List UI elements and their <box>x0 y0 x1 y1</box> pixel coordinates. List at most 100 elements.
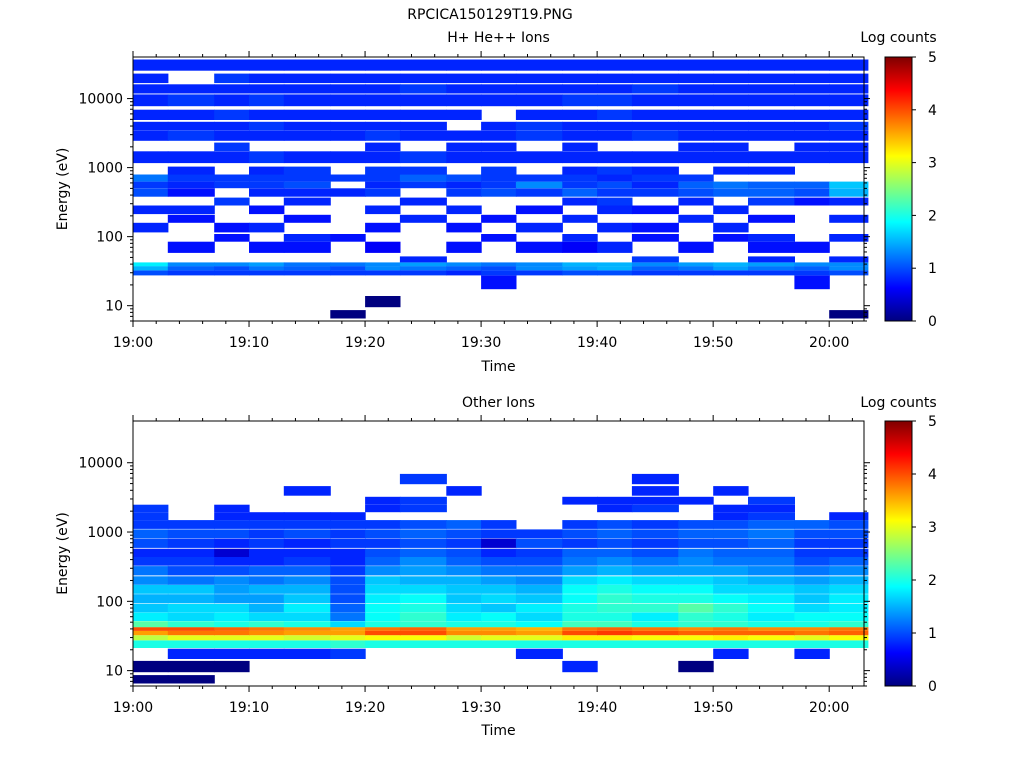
heatmap-cell <box>748 130 795 141</box>
heatmap-cell <box>133 188 169 197</box>
heatmap-cell <box>794 121 830 131</box>
heatmap-cell <box>330 621 366 628</box>
heatmap-cell <box>249 621 285 628</box>
heatmap-cell <box>562 584 598 594</box>
heatmap-cell <box>133 621 169 628</box>
heatmap-cell <box>562 84 598 94</box>
colorbar-tick-label: 3 <box>928 520 937 536</box>
heatmap-cell <box>829 566 869 576</box>
heatmap-cell <box>446 603 482 613</box>
heatmap-cell <box>713 612 749 621</box>
heatmap-cell <box>365 496 401 505</box>
heatmap-cell <box>713 557 749 566</box>
heatmap-cell <box>748 266 795 271</box>
heatmap-cell <box>562 640 598 648</box>
heatmap-cell <box>167 529 215 539</box>
heatmap-cell <box>330 603 366 613</box>
heatmap-cell <box>399 174 447 182</box>
heatmap-cell <box>562 612 598 621</box>
heatmap-cell <box>515 548 563 557</box>
heatmap-cell <box>678 262 714 267</box>
heatmap-cell <box>446 640 482 648</box>
heatmap-cell <box>562 538 598 548</box>
heatmap-cell <box>794 640 830 648</box>
heatmap-cell <box>713 94 749 107</box>
plot-frame <box>132 56 865 322</box>
heatmap-cell <box>249 584 285 594</box>
heatmap-cell <box>597 266 633 271</box>
heatmap-cell <box>515 557 563 566</box>
heatmap-cell <box>829 266 869 271</box>
heatmap-cell <box>631 84 679 94</box>
heatmap-cell <box>167 584 215 594</box>
heatmap-cell <box>631 73 679 84</box>
heatmap-cell <box>133 576 169 585</box>
heatmap-cell <box>713 73 749 84</box>
heatmap-cell <box>631 188 679 197</box>
heatmap-cell <box>133 205 169 215</box>
heatmap-cell <box>597 174 633 182</box>
heatmap-cell <box>133 270 169 276</box>
heatmap-cell <box>713 648 749 659</box>
heatmap-cell <box>399 594 447 604</box>
heatmap-cell <box>365 627 401 631</box>
heatmap-cell <box>283 234 331 242</box>
heatmap-cell <box>365 241 401 253</box>
heatmap-cell <box>167 181 215 189</box>
heatmap-cell <box>399 627 447 631</box>
heatmap-cell <box>249 109 285 120</box>
heatmap-cell <box>713 270 749 276</box>
heatmap-cell <box>794 270 830 276</box>
heatmap-cell <box>631 504 679 513</box>
heatmap-cell <box>481 142 517 152</box>
heatmap-cell <box>515 640 563 648</box>
heatmap-cell <box>631 262 679 267</box>
heatmap-cell <box>631 566 679 576</box>
heatmap-cell <box>249 627 285 631</box>
heatmap-cell <box>446 266 482 271</box>
heatmap-cell <box>829 612 869 621</box>
heatmap-cell <box>829 630 869 636</box>
heatmap-cell <box>631 222 679 233</box>
colorbar-tick-label: 1 <box>928 261 937 277</box>
heatmap-cell <box>133 548 169 557</box>
heatmap-cell <box>794 241 830 253</box>
heatmap-cell <box>399 109 447 120</box>
heatmap-cell <box>678 121 714 131</box>
heatmap-cell <box>249 635 285 641</box>
heatmap-cell <box>283 594 331 604</box>
heatmap-cell <box>597 151 633 164</box>
heatmap-cell <box>446 486 482 496</box>
heatmap-cell <box>214 142 250 152</box>
heatmap-cell <box>283 121 331 131</box>
heatmap-cell <box>678 584 714 594</box>
heatmap-cell <box>829 594 869 604</box>
heatmap-cell <box>515 594 563 604</box>
colorbar-tick-label: 2 <box>928 208 937 224</box>
heatmap-cell <box>365 621 401 628</box>
heatmap-cell <box>748 109 795 120</box>
x-tick-label: 20:00 <box>809 700 849 716</box>
heatmap-cell <box>631 270 679 276</box>
heatmap-cell <box>330 584 366 594</box>
heatmap-cell <box>214 648 250 659</box>
heatmap-cell <box>283 84 331 94</box>
heatmap-cell <box>562 266 598 271</box>
y-axis-label: Energy (eV) <box>55 148 71 231</box>
colorbar-tick-label: 0 <box>928 314 937 330</box>
heatmap-cell <box>713 142 749 152</box>
heatmap-cell <box>829 214 869 223</box>
heatmap-cell <box>829 635 869 641</box>
y-tick-label: 100 <box>96 230 123 246</box>
heatmap-cell <box>283 130 331 141</box>
heatmap-cell <box>133 262 169 267</box>
heatmap-cell <box>748 188 795 197</box>
heatmap-cell <box>631 486 679 496</box>
heatmap-cell <box>330 151 366 164</box>
heatmap-cell <box>829 520 869 529</box>
heatmap-cell <box>597 73 633 84</box>
y-tick-label: 1000 <box>87 161 123 177</box>
heatmap-cell <box>748 520 795 529</box>
x-tick-label: 19:00 <box>113 700 153 716</box>
heatmap-cell <box>167 151 215 164</box>
